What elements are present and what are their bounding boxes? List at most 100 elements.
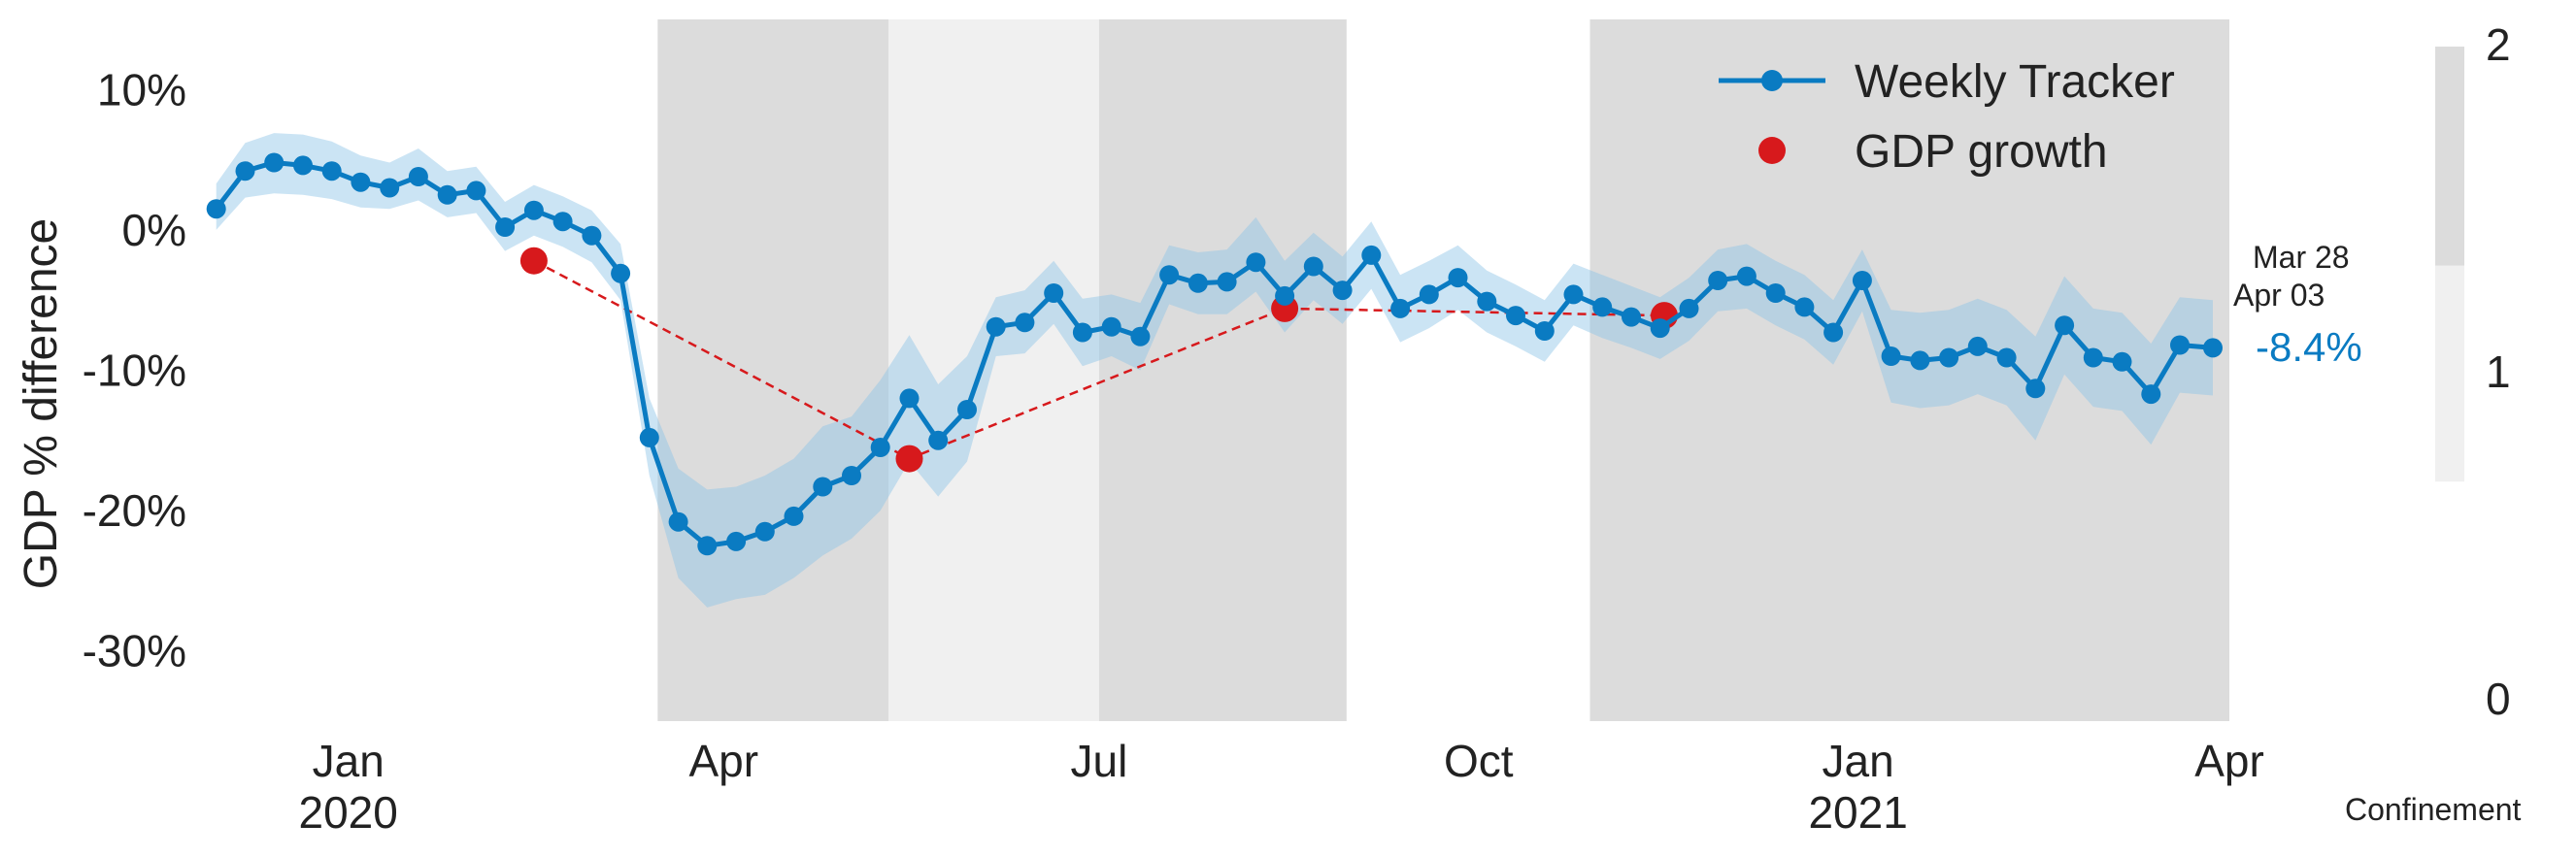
colorbar-tick-label: 0 bbox=[2486, 674, 2511, 724]
colorbar-label: Confinement bbox=[2345, 792, 2522, 827]
last-date-label-1: Mar 28 bbox=[2253, 240, 2350, 275]
weekly-tracker-point bbox=[1967, 336, 1988, 356]
weekly-tracker-point bbox=[1708, 271, 1728, 290]
confinement-period-0 bbox=[657, 19, 889, 721]
weekly-tracker-point bbox=[264, 152, 284, 173]
legend-gdp-label: GDP growth bbox=[1855, 126, 2108, 178]
x-tick-label: Jan bbox=[1823, 736, 1894, 786]
weekly-tracker-point bbox=[1996, 347, 2017, 368]
weekly-tracker-point bbox=[408, 167, 428, 186]
weekly-tracker-point bbox=[1563, 284, 1584, 305]
x-tick-year-label: 2020 bbox=[299, 787, 398, 838]
weekly-tracker-point bbox=[1794, 297, 1815, 317]
weekly-tracker-point bbox=[1072, 322, 1092, 343]
weekly-tracker-point bbox=[1881, 346, 1901, 366]
weekly-tracker-point bbox=[466, 181, 486, 201]
weekly-tracker-point bbox=[523, 200, 544, 220]
x-tick-label: Jul bbox=[1071, 736, 1128, 786]
weekly-tracker-point bbox=[2083, 347, 2103, 368]
confidence-band-area bbox=[216, 133, 2214, 608]
weekly-tracker-point bbox=[1852, 271, 1872, 290]
weekly-tracker-point bbox=[437, 184, 457, 205]
x-tick-label: Oct bbox=[1444, 736, 1514, 786]
weekly-tracker-point bbox=[611, 263, 631, 283]
weekly-tracker-point bbox=[697, 536, 718, 556]
x-tick-label: Apr bbox=[2194, 736, 2264, 786]
weekly-tracker-point bbox=[1390, 298, 1411, 318]
weekly-tracker-point bbox=[552, 212, 573, 232]
weekly-tracker-point bbox=[1477, 291, 1497, 312]
confidence-band bbox=[216, 133, 2214, 608]
colorbar-segment-1 bbox=[2435, 265, 2464, 482]
last-value-label: -8.4% bbox=[2256, 324, 2362, 370]
y-tick-label: 10% bbox=[97, 64, 186, 115]
weekly-tracker-point bbox=[1592, 297, 1613, 317]
weekly-tracker-point bbox=[2141, 384, 2161, 405]
weekly-tracker-point bbox=[813, 477, 833, 497]
weekly-tracker-point bbox=[1332, 280, 1353, 301]
weekly-tracker-point bbox=[1650, 318, 1670, 339]
weekly-tracker-point bbox=[1246, 252, 1266, 273]
weekly-tracker-point bbox=[380, 178, 400, 198]
weekly-tracker-point bbox=[1448, 268, 1468, 288]
legend-tracker-label: Weekly Tracker bbox=[1855, 56, 2175, 108]
weekly-tracker-point bbox=[1736, 266, 1756, 286]
weekly-tracker-point bbox=[1506, 306, 1525, 326]
weekly-tracker-point bbox=[899, 388, 920, 409]
gdp-growth-point bbox=[519, 247, 548, 275]
legend-tracker-marker bbox=[1761, 70, 1783, 91]
colorbar-tick-label: 1 bbox=[2486, 346, 2511, 397]
legend: Weekly Tracker GDP growth bbox=[1719, 56, 2175, 178]
weekly-tracker-point bbox=[235, 161, 255, 181]
confinement-shading bbox=[657, 19, 2229, 721]
weekly-tracker-point bbox=[928, 430, 949, 450]
weekly-tracker-point bbox=[351, 172, 371, 192]
weekly-tracker-point bbox=[1765, 283, 1786, 303]
confinement-period-2 bbox=[1098, 19, 1347, 721]
weekly-tracker-point bbox=[2170, 335, 2190, 355]
weekly-tracker-point bbox=[1015, 313, 1035, 333]
weekly-tracker-point bbox=[986, 316, 1006, 337]
weekly-tracker-point bbox=[293, 155, 313, 176]
weekly-tracker-point bbox=[1622, 307, 1641, 327]
weekly-tracker-point bbox=[1188, 273, 1208, 293]
weekly-tracker-point bbox=[495, 217, 516, 237]
x-tick-label: Apr bbox=[689, 736, 759, 786]
weekly-tracker-point bbox=[582, 225, 602, 246]
y-tick-label: -10% bbox=[83, 346, 186, 396]
weekly-tracker-point bbox=[1419, 284, 1439, 305]
colorbar-segment-2 bbox=[2435, 47, 2464, 266]
x-tick-year-label: 2021 bbox=[1808, 787, 1907, 838]
gdp-growth-point bbox=[895, 445, 923, 473]
weekly-tracker-point bbox=[668, 511, 688, 532]
colorbar-tick-label: 2 bbox=[2486, 19, 2511, 70]
y-axis-label: GDP % difference bbox=[16, 218, 67, 589]
weekly-tracker-point bbox=[1361, 245, 1382, 265]
weekly-tracker-point bbox=[784, 506, 804, 526]
weekly-tracker-point bbox=[2055, 315, 2075, 336]
last-date-label-2: Apr 03 bbox=[2233, 278, 2325, 313]
weekly-tracker-point bbox=[1910, 350, 1930, 371]
weekly-tracker-point bbox=[1130, 326, 1151, 346]
weekly-tracker-point bbox=[870, 438, 890, 457]
legend-gdp-marker bbox=[1758, 137, 1786, 164]
weekly-tracker-point bbox=[754, 521, 775, 542]
weekly-tracker-point bbox=[1044, 283, 1064, 303]
weekly-tracker-point bbox=[2112, 351, 2132, 372]
weekly-tracker-point bbox=[639, 427, 659, 447]
weekly-tracker-point bbox=[726, 531, 747, 551]
weekly-tracker-point bbox=[1534, 321, 1555, 341]
weekly-tracker-point bbox=[1823, 322, 1844, 343]
gdp-growth-series bbox=[519, 247, 1678, 473]
y-axis-ticks: 10% 0% -10% -20% -30% bbox=[83, 64, 186, 676]
confinement-colorbar: 0 1 2 bbox=[2435, 19, 2511, 724]
weekly-tracker-point bbox=[957, 400, 977, 419]
weekly-tracker-point bbox=[1159, 265, 1180, 285]
weekly-tracker-point bbox=[2203, 338, 2223, 358]
weekly-tracker-point bbox=[206, 199, 226, 219]
y-tick-label: 0% bbox=[122, 205, 186, 255]
weekly-tracker-line bbox=[214, 160, 2214, 548]
y-tick-label: -20% bbox=[83, 485, 186, 536]
gdp-growth-line bbox=[533, 259, 1665, 460]
